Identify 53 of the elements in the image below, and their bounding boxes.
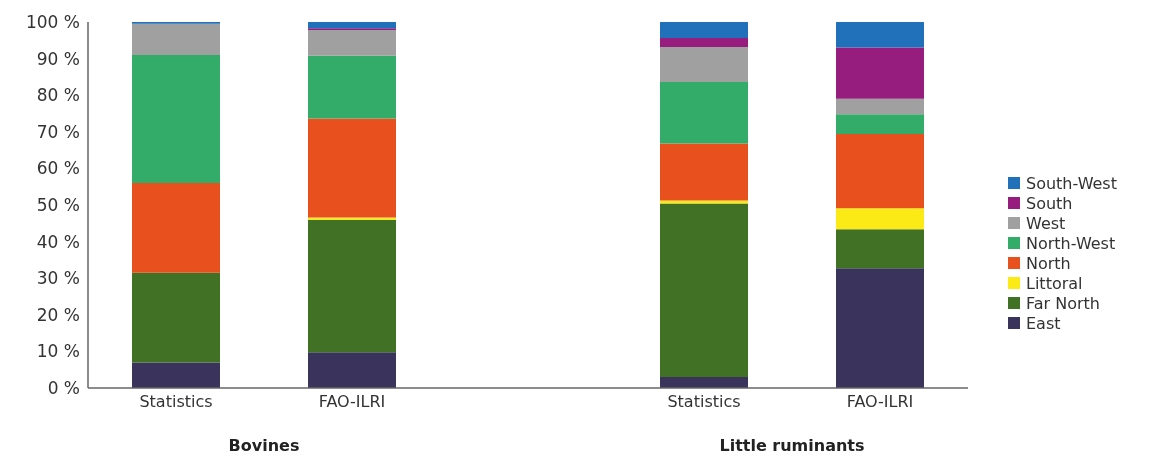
legend-label: East — [1026, 313, 1061, 333]
bar — [308, 30, 396, 56]
y-tick-label: 70 % — [36, 121, 80, 142]
y-tick-label: 40 % — [36, 231, 80, 252]
bar — [660, 203, 748, 378]
y-tick-label: 10 % — [36, 341, 80, 362]
bar — [660, 46, 748, 83]
bar — [132, 362, 220, 388]
y-tick-label: 60 % — [36, 158, 80, 179]
bar — [308, 217, 396, 220]
y-tick-label: 80 % — [36, 85, 80, 106]
y-tick-label: 90 % — [36, 48, 80, 69]
bar — [132, 272, 220, 363]
bar — [660, 82, 748, 144]
bar — [660, 38, 748, 47]
y-tick-label: 30 % — [36, 268, 80, 289]
legend-label: South — [1026, 193, 1073, 213]
bar — [308, 118, 396, 218]
bar — [132, 23, 220, 55]
x-tick-label: FAO-ILRI — [318, 392, 386, 412]
bar — [660, 143, 748, 201]
y-tick-label: 20 % — [36, 304, 80, 325]
bar — [660, 22, 748, 39]
bar — [308, 352, 396, 388]
text: Bovines — [227, 436, 301, 455]
bar — [660, 200, 748, 204]
y-tick-label: 0 % — [47, 378, 80, 399]
bar — [836, 268, 924, 388]
bar — [836, 22, 924, 48]
bar — [132, 54, 220, 184]
bar — [132, 183, 220, 273]
bar — [308, 219, 396, 353]
y-tick-label: 50 % — [36, 195, 80, 216]
y-tick-label: 100 % — [25, 12, 80, 33]
bar — [836, 134, 924, 209]
x-tick-label: Statistics — [667, 392, 741, 412]
text: Little ruminants — [718, 436, 866, 455]
legend-label: Far North — [1026, 293, 1100, 313]
bar — [836, 114, 924, 134]
legend-label: South-West — [1026, 173, 1117, 193]
bar — [836, 47, 924, 99]
bar — [308, 55, 396, 119]
legend-label: North — [1026, 253, 1071, 273]
bar — [308, 22, 396, 29]
legend-label: Littoral — [1026, 273, 1083, 293]
bar — [836, 229, 924, 269]
legend-label: North-West — [1026, 233, 1116, 253]
bar — [660, 377, 748, 388]
x-tick-label: FAO-ILRI — [846, 392, 914, 412]
legend-label: West — [1026, 213, 1066, 233]
x-tick-label: Statistics — [139, 392, 213, 412]
bar — [836, 98, 924, 115]
bar — [836, 208, 924, 230]
